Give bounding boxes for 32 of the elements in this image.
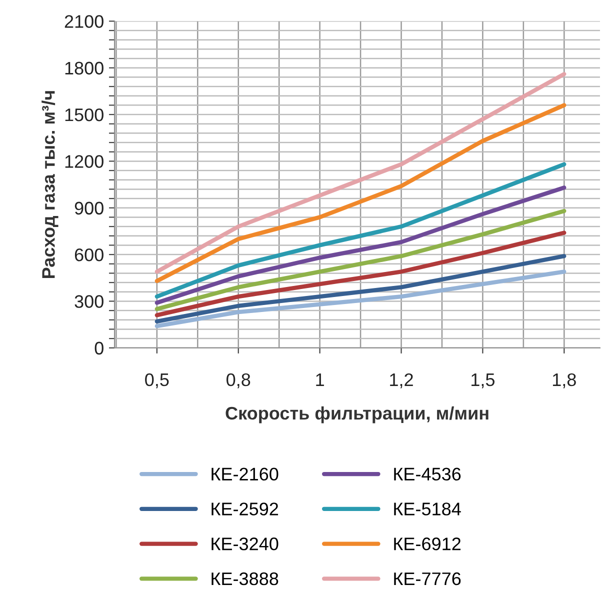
legend-label: КЕ-2160 (212, 468, 278, 481)
y-tick-label: 0 (94, 342, 104, 355)
x-tick-label: 1,8 (552, 373, 576, 388)
legend-label: КЕ-6912 (394, 538, 461, 550)
legend-label: КЕ-4536 (394, 468, 461, 481)
y-tick-label: 1800 (65, 62, 104, 75)
line-series (154, 72, 566, 274)
legend-label: КЕ-3888 (212, 572, 278, 586)
line-series (154, 103, 566, 284)
legend-label: КЕ-5184 (394, 502, 461, 516)
legend-label: КЕ-7776 (394, 572, 461, 586)
y-tick-label: 1500 (65, 108, 104, 122)
x-tick-label: 1,2 (390, 373, 413, 388)
legend-label: КЕ-3240 (212, 538, 278, 550)
line-series (154, 254, 566, 324)
y-tick-label: 900 (74, 202, 104, 215)
x-tick-label: 1 (316, 374, 324, 386)
line-series (154, 162, 566, 299)
legend-label: КЕ-2592 (212, 502, 278, 516)
line-series (154, 208, 566, 312)
y-tick-label: 600 (74, 248, 104, 262)
x-tick-label: 1,5 (472, 374, 494, 388)
line-series (154, 186, 566, 305)
y-tick-label: 300 (74, 295, 104, 308)
line-series (154, 270, 566, 328)
x-tick-label: 0,8 (226, 373, 250, 388)
y-axis-title: Расход газа тыс. м³/ч (42, 91, 58, 278)
x-axis-title: Скорость фильтрации, м/мин (226, 406, 488, 424)
line-series (154, 230, 566, 318)
x-tick-label: 0,5 (145, 373, 169, 388)
y-tick-label: 1200 (65, 155, 104, 168)
y-tick-label: 2100 (64, 15, 104, 28)
